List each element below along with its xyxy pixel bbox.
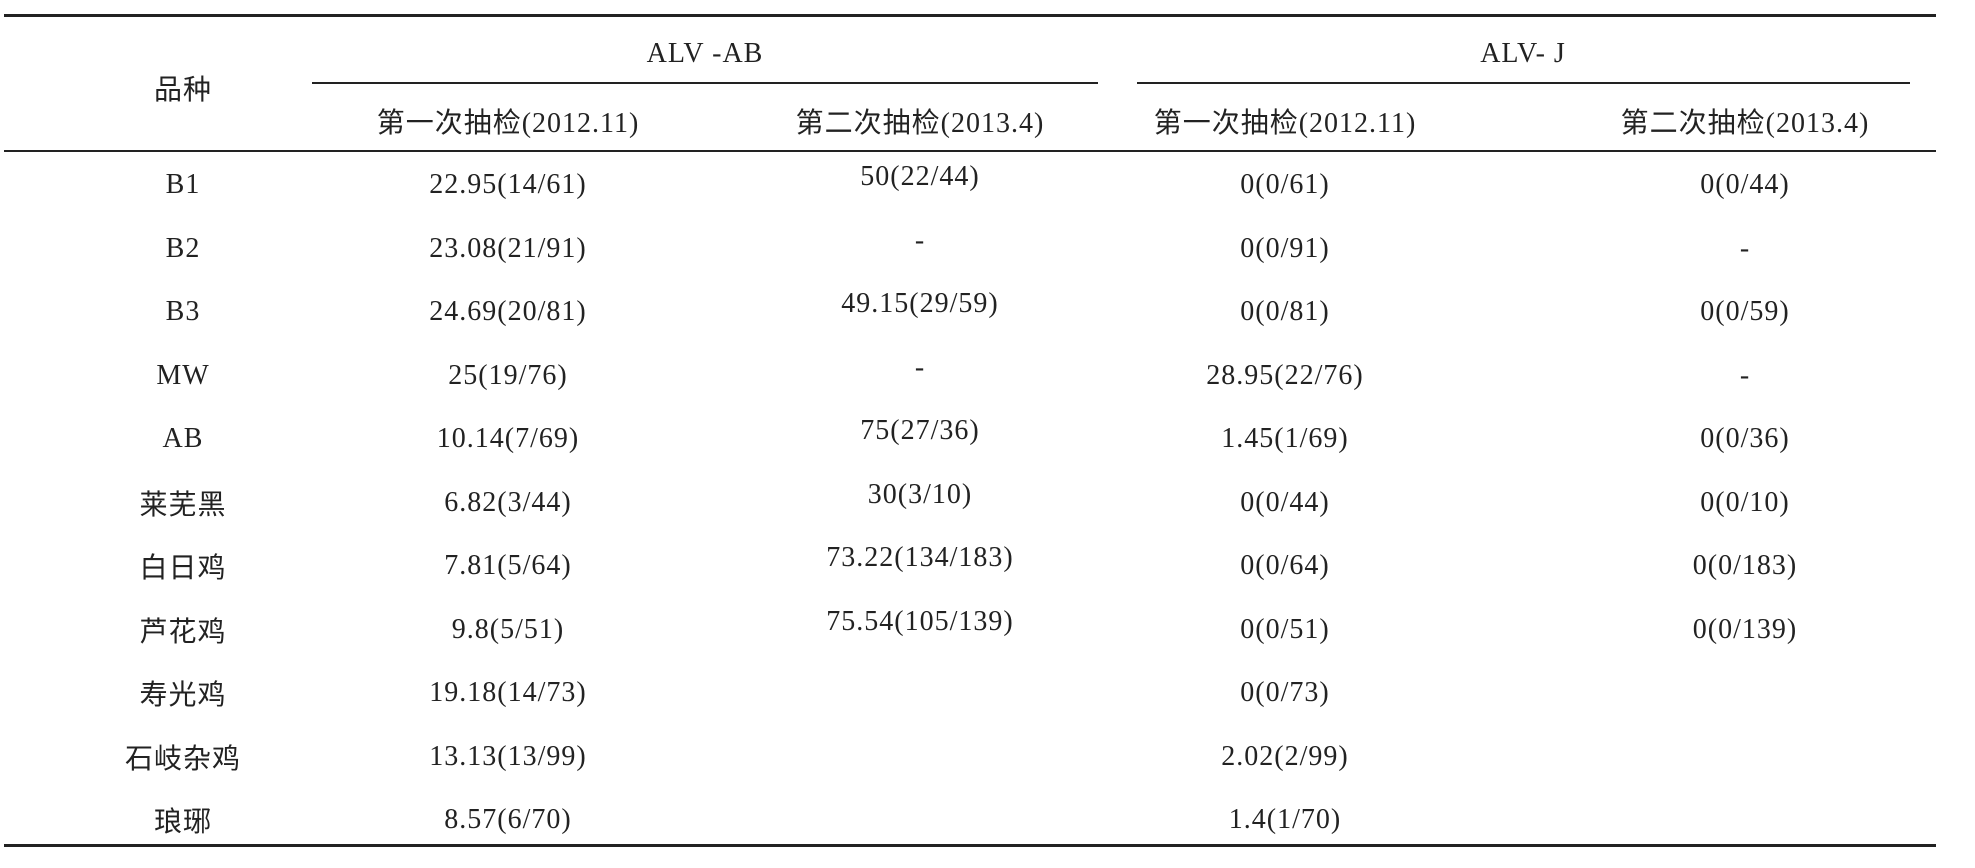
table-cell: 0(0/64) [1240,550,1330,581]
table-cell: 0(0/59) [1700,296,1790,327]
table-cell: 24.69(20/81) [429,296,587,327]
table-cell: 49.15(29/59) [841,288,999,319]
row-label: 石岐杂鸡 [124,743,242,775]
table-cell: 23.08(21/91) [429,232,587,264]
table-cell: 6.82(3/44) [444,486,572,518]
table-cell: 75.54(105/139) [826,605,1014,637]
column-header: 第二次抽检(2013.4) [1620,108,1870,139]
row-label: MW [156,359,210,391]
table-cell: 0(0/73) [1240,677,1330,708]
table-cell: 0(0/91) [1240,232,1330,264]
row-label: B1 [165,169,201,200]
table-cell: 0(0/139) [1692,613,1798,645]
header-rule [4,150,1936,152]
table-cell: 0(0/36) [1700,423,1790,454]
top-rule [4,14,1936,17]
table-cell: 30(3/10) [867,478,973,510]
row-label: B3 [165,296,201,327]
table-cell: 22.95(14/61) [429,169,587,200]
table-cell: - [914,224,926,256]
table-cell: - [1739,359,1751,391]
table-cell: 10.14(7/69) [436,423,580,454]
group-rule [312,82,1098,84]
group-rule [1137,82,1910,84]
row-label: B2 [165,232,201,264]
table-cell: 1.4(1/70) [1228,804,1342,835]
table-cell: 25(19/76) [448,359,568,391]
table-cell: 0(0/44) [1240,486,1330,518]
column-header: 第一次抽检(2012.11) [376,108,640,139]
table-cell: 28.95(22/76) [1206,359,1364,391]
group-header: ALV- J [1480,38,1566,69]
table-cell: 0(0/183) [1692,550,1798,581]
table-cell: 9.8(5/51) [451,613,565,645]
bottom-rule [4,844,1936,847]
table-cell: 0(0/44) [1700,169,1790,200]
table-cell: 73.22(134/183) [826,542,1014,573]
table-cell: 75(27/36) [860,415,980,446]
row-header: 品种 [153,75,213,106]
table-cell: 19.18(14/73) [429,677,587,708]
table-cell: 0(0/81) [1240,296,1330,327]
row-label: AB [162,423,204,454]
row-label: 寿光鸡 [139,680,227,711]
table-cell: 8.57(6/70) [444,804,572,835]
row-label: 芦花鸡 [139,616,227,648]
table-cell: 7.81(5/64) [444,550,572,581]
table-cell: 0(0/61) [1240,169,1330,200]
table-cell: 0(0/10) [1700,486,1790,518]
column-header: 第一次抽检(2012.11) [1153,108,1417,139]
table-cell: 50(22/44) [860,161,980,192]
table-cell: - [1739,232,1751,264]
row-label: 琅琊 [153,807,213,838]
table-cell: - [914,351,926,383]
row-label: 莱芜黑 [139,489,227,521]
group-header: ALV -AB [646,38,764,69]
table-cell: 2.02(2/99) [1221,740,1349,772]
table-cell: 1.45(1/69) [1221,423,1349,454]
row-label: 白日鸡 [139,553,227,584]
column-header: 第二次抽检(2013.4) [795,108,1045,139]
table-cell: 0(0/51) [1240,613,1330,645]
table-cell: 13.13(13/99) [429,740,587,772]
